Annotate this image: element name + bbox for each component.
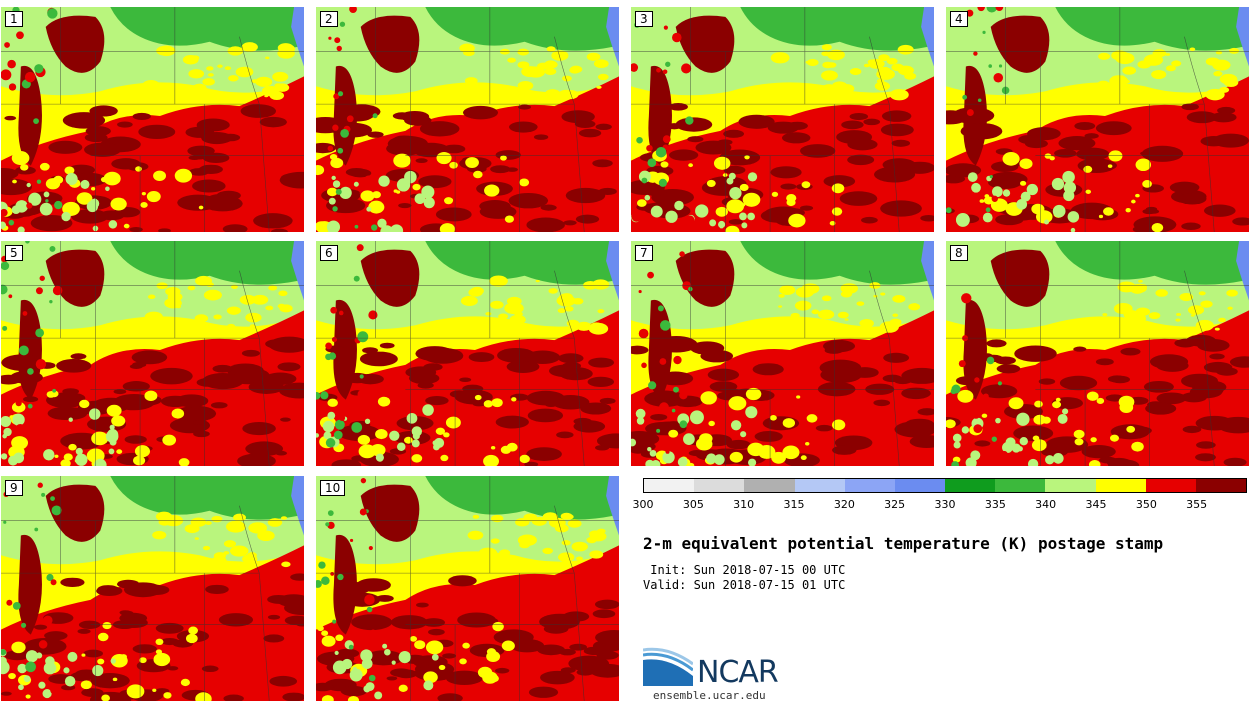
member-number-label: 7 xyxy=(635,245,653,261)
colorbar-segment xyxy=(945,479,996,492)
ensemble-member-map: 2 xyxy=(315,6,620,233)
colorbar xyxy=(643,478,1247,493)
ensemble-member-map: 8 xyxy=(945,240,1250,467)
map-field xyxy=(1,241,304,466)
map-field xyxy=(631,241,934,466)
colorbar-segment xyxy=(744,479,795,492)
logo-url: ensemble.ucar.edu xyxy=(653,689,766,702)
member-number-label: 2 xyxy=(320,11,338,27)
colorbar-tick-label: 300 xyxy=(632,498,654,511)
ensemble-member-map: 10 xyxy=(315,475,620,702)
map-field xyxy=(1,476,304,701)
colorbar-segment xyxy=(1145,479,1196,492)
colorbar-segment xyxy=(1045,479,1096,492)
map-field xyxy=(946,7,1249,232)
colorbar-tick-label: 330 xyxy=(934,498,956,511)
map-field xyxy=(946,241,1249,466)
colorbar-tick-label: 340 xyxy=(1035,498,1057,511)
colorbar-tick-label: 350 xyxy=(1135,498,1157,511)
colorbar-segment xyxy=(1095,479,1146,492)
ensemble-member-map: 3 xyxy=(630,6,935,233)
map-field xyxy=(316,7,619,232)
member-number-label: 4 xyxy=(950,11,968,27)
colorbar-tick-label: 335 xyxy=(984,498,1006,511)
ncar-logo-icon xyxy=(643,647,693,686)
colorbar-segment xyxy=(694,479,745,492)
colorbar-segment xyxy=(995,479,1046,492)
member-number-label: 1 xyxy=(5,11,23,27)
colorbar-tick-label: 315 xyxy=(783,498,805,511)
member-number-label: 5 xyxy=(5,245,23,261)
colorbar-tick-label: 345 xyxy=(1085,498,1107,511)
colorbar-tick-label: 305 xyxy=(682,498,704,511)
colorbar-segment xyxy=(1195,479,1247,492)
map-field xyxy=(316,476,619,701)
map-field xyxy=(631,7,934,232)
map-field xyxy=(316,241,619,466)
member-number-label: 3 xyxy=(635,11,653,27)
valid-time: Valid: Sun 2018-07-15 01 UTC xyxy=(643,578,846,592)
member-number-label: 10 xyxy=(320,480,346,496)
colorbar-segment xyxy=(644,479,695,492)
member-number-label: 9 xyxy=(5,480,23,496)
ensemble-member-map: 1 xyxy=(0,6,305,233)
logo-name: NCAR xyxy=(697,655,779,690)
colorbar-tick-label: 320 xyxy=(833,498,855,511)
colorbar-tick-label: 310 xyxy=(733,498,755,511)
ensemble-member-map: 9 xyxy=(0,475,305,702)
map-field xyxy=(1,7,304,232)
colorbar-segment xyxy=(844,479,895,492)
ensemble-member-map: 7 xyxy=(630,240,935,467)
ensemble-member-map: 6 xyxy=(315,240,620,467)
ensemble-member-map: 5 xyxy=(0,240,305,467)
member-number-label: 6 xyxy=(320,245,338,261)
ensemble-member-map: 4 xyxy=(945,6,1250,233)
colorbar-segment xyxy=(894,479,946,492)
colorbar-tick-label: 325 xyxy=(884,498,906,511)
colorbar-segment xyxy=(794,479,845,492)
figure-title: 2-m equivalent potential temperature (K)… xyxy=(643,534,1164,553)
init-time: Init: Sun 2018-07-15 00 UTC xyxy=(643,563,846,577)
colorbar-tick-label: 355 xyxy=(1186,498,1208,511)
member-number-label: 8 xyxy=(950,245,968,261)
